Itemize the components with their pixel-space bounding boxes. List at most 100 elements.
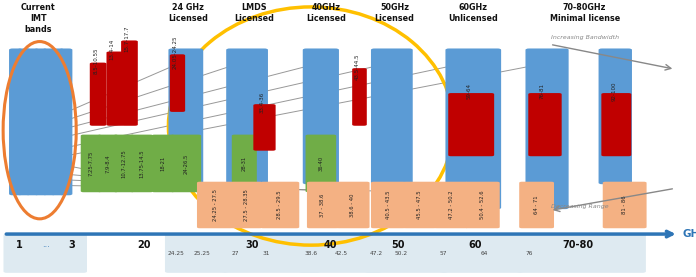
FancyBboxPatch shape bbox=[81, 135, 102, 192]
Text: 47.2: 47.2 bbox=[370, 251, 382, 256]
FancyBboxPatch shape bbox=[171, 135, 201, 192]
FancyBboxPatch shape bbox=[434, 182, 468, 228]
FancyBboxPatch shape bbox=[371, 48, 413, 184]
Text: Decreasing Range: Decreasing Range bbox=[551, 204, 609, 209]
Text: 64 - 71: 64 - 71 bbox=[534, 196, 539, 214]
Text: 60: 60 bbox=[468, 240, 482, 250]
FancyBboxPatch shape bbox=[34, 48, 47, 195]
Text: 28-31: 28-31 bbox=[242, 156, 247, 171]
Text: 13.75-14.5: 13.75-14.5 bbox=[139, 149, 144, 178]
FancyBboxPatch shape bbox=[113, 135, 134, 192]
Text: 42.5: 42.5 bbox=[335, 251, 347, 256]
Text: GHz: GHz bbox=[682, 229, 696, 239]
Text: 43.5-44.5: 43.5-44.5 bbox=[354, 53, 359, 80]
Text: 57: 57 bbox=[440, 251, 447, 256]
Text: 13.4-14: 13.4-14 bbox=[110, 39, 115, 60]
Text: 76-81: 76-81 bbox=[540, 83, 545, 99]
Text: 38.6: 38.6 bbox=[305, 251, 317, 256]
Text: 24-26.5: 24-26.5 bbox=[183, 153, 189, 174]
Text: 47.2 - 50.2: 47.2 - 50.2 bbox=[448, 191, 454, 219]
FancyBboxPatch shape bbox=[403, 182, 436, 228]
Text: ...: ... bbox=[42, 240, 50, 248]
FancyBboxPatch shape bbox=[97, 135, 118, 192]
Text: 30: 30 bbox=[245, 240, 259, 250]
Text: 60GHz
Unlicensed: 60GHz Unlicensed bbox=[448, 3, 498, 23]
FancyBboxPatch shape bbox=[230, 182, 262, 228]
FancyBboxPatch shape bbox=[307, 182, 339, 228]
FancyBboxPatch shape bbox=[51, 48, 64, 195]
FancyBboxPatch shape bbox=[528, 93, 562, 156]
FancyBboxPatch shape bbox=[441, 234, 523, 273]
Text: Increasing Bandwidth: Increasing Bandwidth bbox=[551, 35, 619, 40]
Text: 50.2: 50.2 bbox=[395, 251, 408, 256]
Text: 24.25: 24.25 bbox=[168, 251, 184, 256]
FancyBboxPatch shape bbox=[152, 135, 175, 192]
Text: 50.4 - 52.6: 50.4 - 52.6 bbox=[480, 191, 485, 219]
FancyBboxPatch shape bbox=[106, 52, 123, 126]
FancyBboxPatch shape bbox=[59, 48, 72, 195]
Text: 24.25 - 27.5: 24.25 - 27.5 bbox=[212, 189, 218, 221]
FancyBboxPatch shape bbox=[232, 135, 257, 192]
Text: 81 - 86: 81 - 86 bbox=[622, 196, 627, 214]
Text: 59-64: 59-64 bbox=[466, 83, 471, 99]
FancyBboxPatch shape bbox=[371, 182, 406, 228]
FancyBboxPatch shape bbox=[519, 182, 554, 228]
FancyBboxPatch shape bbox=[121, 40, 138, 126]
Text: 1: 1 bbox=[16, 240, 23, 250]
FancyBboxPatch shape bbox=[448, 93, 494, 156]
Text: 24.05-24.25: 24.05-24.25 bbox=[173, 36, 177, 69]
FancyBboxPatch shape bbox=[170, 54, 185, 112]
Text: 76: 76 bbox=[525, 251, 532, 256]
Text: 27: 27 bbox=[232, 251, 239, 256]
Text: 20: 20 bbox=[137, 240, 151, 250]
FancyBboxPatch shape bbox=[352, 68, 367, 126]
Text: 15.7-17.7: 15.7-17.7 bbox=[125, 25, 129, 52]
Text: 33.4-36: 33.4-36 bbox=[260, 92, 264, 113]
FancyBboxPatch shape bbox=[603, 182, 647, 228]
Text: 70-80: 70-80 bbox=[562, 240, 593, 250]
Text: 18-21: 18-21 bbox=[161, 156, 166, 171]
FancyBboxPatch shape bbox=[303, 48, 339, 184]
Text: 31: 31 bbox=[262, 251, 269, 256]
FancyBboxPatch shape bbox=[299, 234, 381, 273]
FancyBboxPatch shape bbox=[253, 104, 276, 151]
FancyBboxPatch shape bbox=[17, 48, 31, 195]
FancyBboxPatch shape bbox=[336, 182, 370, 228]
Text: 50: 50 bbox=[391, 240, 405, 250]
Text: Current
IMT
bands: Current IMT bands bbox=[21, 3, 56, 34]
FancyBboxPatch shape bbox=[445, 48, 501, 209]
FancyBboxPatch shape bbox=[26, 48, 39, 195]
FancyBboxPatch shape bbox=[525, 48, 569, 209]
FancyBboxPatch shape bbox=[601, 93, 631, 156]
Text: 45.5 - 47.5: 45.5 - 47.5 bbox=[417, 191, 422, 219]
Text: 7.25-7.75: 7.25-7.75 bbox=[88, 151, 94, 176]
Text: 36-40: 36-40 bbox=[318, 156, 324, 171]
Text: 37 - 38.6: 37 - 38.6 bbox=[320, 193, 326, 217]
FancyBboxPatch shape bbox=[90, 63, 106, 126]
FancyBboxPatch shape bbox=[260, 182, 299, 228]
FancyBboxPatch shape bbox=[165, 234, 228, 273]
Text: 25.25: 25.25 bbox=[193, 251, 210, 256]
FancyBboxPatch shape bbox=[42, 48, 56, 195]
FancyBboxPatch shape bbox=[223, 234, 320, 273]
Text: 38.6 - 40: 38.6 - 40 bbox=[350, 193, 356, 217]
FancyBboxPatch shape bbox=[197, 182, 233, 228]
Text: 40: 40 bbox=[323, 240, 337, 250]
Text: 27.5 - 28.35: 27.5 - 28.35 bbox=[244, 189, 249, 221]
FancyBboxPatch shape bbox=[3, 234, 87, 273]
FancyBboxPatch shape bbox=[306, 135, 336, 192]
Text: 28.5 - 29.5: 28.5 - 29.5 bbox=[277, 191, 283, 219]
FancyBboxPatch shape bbox=[9, 48, 22, 195]
Text: 7.9-8.4: 7.9-8.4 bbox=[105, 154, 111, 173]
Text: 8.5-10.55: 8.5-10.55 bbox=[93, 48, 98, 74]
FancyBboxPatch shape bbox=[517, 234, 646, 273]
Text: 92-100: 92-100 bbox=[611, 82, 617, 101]
FancyBboxPatch shape bbox=[226, 48, 268, 184]
Text: 50GHz
Licensed: 50GHz Licensed bbox=[374, 3, 415, 23]
FancyBboxPatch shape bbox=[365, 234, 448, 273]
Text: 40.5 - 43.5: 40.5 - 43.5 bbox=[386, 191, 391, 219]
FancyBboxPatch shape bbox=[599, 48, 632, 184]
FancyBboxPatch shape bbox=[168, 48, 203, 184]
FancyBboxPatch shape bbox=[465, 182, 500, 228]
Text: 64: 64 bbox=[481, 251, 488, 256]
